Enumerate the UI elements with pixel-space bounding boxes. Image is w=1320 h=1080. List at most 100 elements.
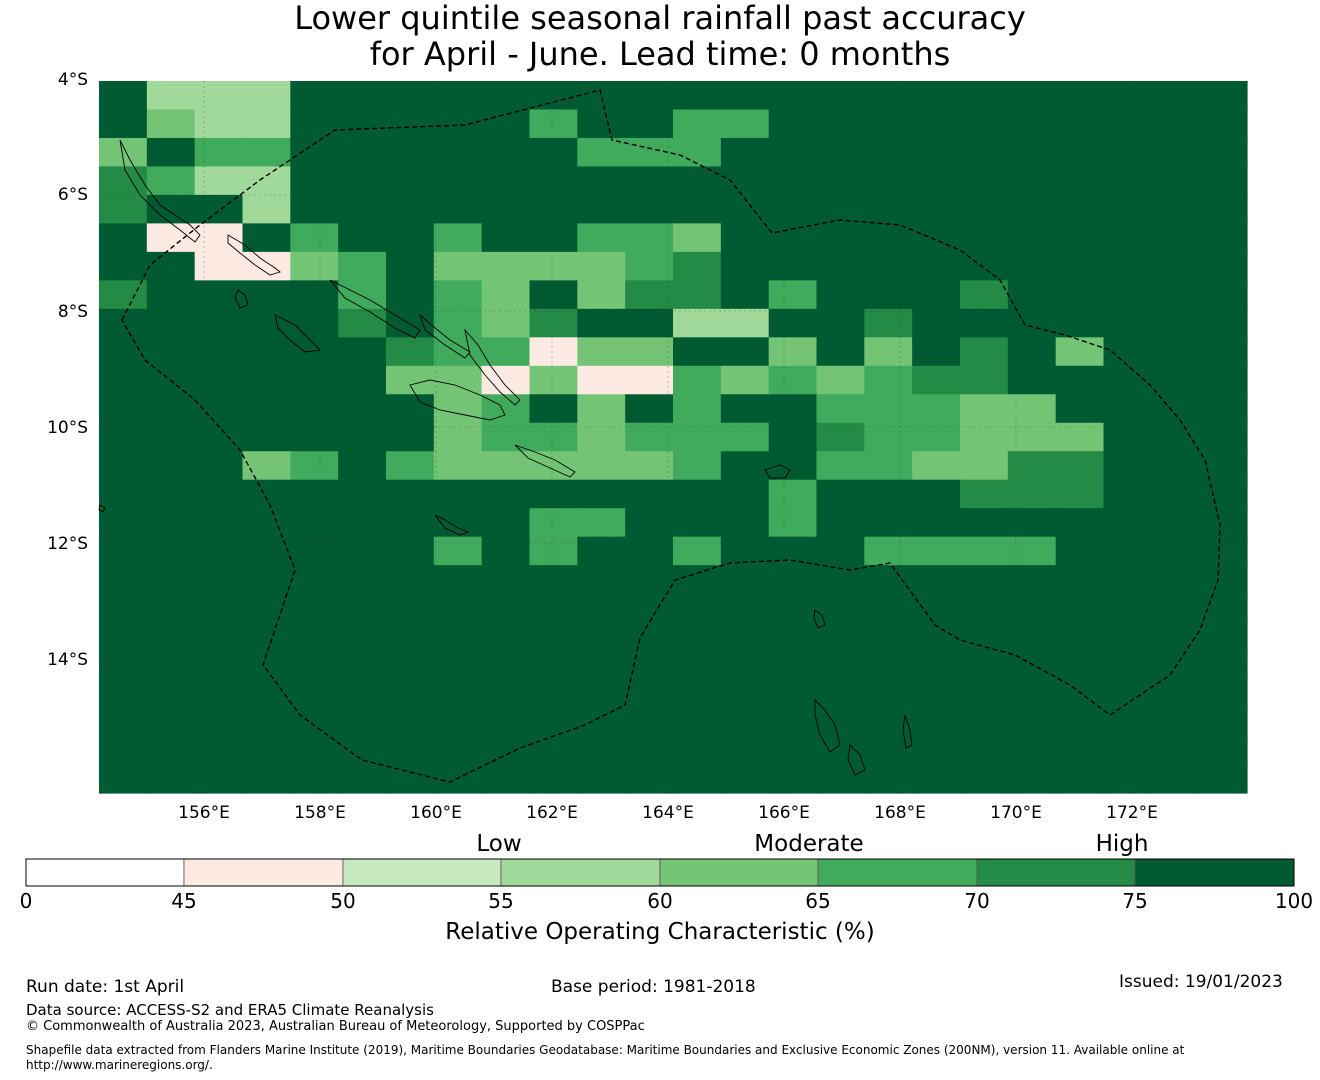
grid-cell xyxy=(1199,394,1248,424)
grid-cell xyxy=(1199,365,1248,395)
grid-cell xyxy=(290,736,339,766)
grid-cell xyxy=(864,81,913,111)
grid-cell xyxy=(1055,679,1105,709)
small-island-1 xyxy=(434,514,470,536)
colorbar-tick-60: 60 xyxy=(647,889,673,913)
grid-cell xyxy=(433,764,483,794)
grid-cell xyxy=(1151,223,1200,253)
grid-cell xyxy=(433,81,483,111)
colorbar-category-moderate: Moderate xyxy=(754,831,864,857)
grid-cell xyxy=(338,593,387,623)
colorbar-tick-100: 100 xyxy=(1274,889,1314,913)
grid-cell xyxy=(1103,565,1152,595)
grid-cell xyxy=(433,194,483,224)
grid-cell xyxy=(864,166,913,196)
grid-cell xyxy=(960,422,1009,452)
grid-cell xyxy=(529,451,578,481)
grid-cell xyxy=(1151,137,1200,168)
grid-cell xyxy=(816,565,865,595)
grid-cell xyxy=(577,679,626,709)
grid-cell xyxy=(720,565,770,595)
grid-cell xyxy=(1151,308,1200,338)
grid-cell xyxy=(99,736,148,766)
grid-cell xyxy=(768,593,818,623)
coastlines xyxy=(98,139,913,776)
grid-cell xyxy=(864,337,913,367)
grid-cell xyxy=(1103,280,1152,310)
grid-cell xyxy=(816,422,865,452)
grid-cell xyxy=(99,764,148,794)
grid-cell xyxy=(577,365,626,395)
grid-cell xyxy=(864,308,913,338)
grid-cell xyxy=(912,194,961,224)
grid-cell xyxy=(194,707,244,737)
rainfall-accuracy-grid xyxy=(99,81,1248,794)
grid-cell xyxy=(529,251,578,281)
grid-cell xyxy=(1103,81,1152,111)
grid-cell xyxy=(386,508,435,538)
lat-label-10s: 10°S xyxy=(47,418,88,438)
guadalcanal-coast xyxy=(409,379,506,421)
grid-cell xyxy=(673,394,722,424)
grid-cell xyxy=(768,280,818,310)
grid-cell xyxy=(1199,764,1248,794)
grid-cell xyxy=(290,308,339,338)
grid-cell xyxy=(481,736,531,766)
colorbar-bin xyxy=(659,858,819,887)
grid-cell xyxy=(194,479,244,509)
grid-cell xyxy=(386,251,435,281)
grid-cell xyxy=(768,365,818,395)
grid-cell xyxy=(1199,81,1248,111)
lon-label-172e: 172°E xyxy=(1106,803,1158,823)
grid-cell xyxy=(912,223,961,253)
grid-cell xyxy=(960,394,1009,424)
grid-cell xyxy=(577,736,626,766)
grid-cell xyxy=(816,81,865,111)
grid-cell xyxy=(720,679,770,709)
grid-cell xyxy=(386,137,435,168)
grid-cell xyxy=(720,422,770,452)
grid-cell xyxy=(912,764,961,794)
grid-cell xyxy=(242,194,291,224)
grid-cell xyxy=(1199,736,1248,766)
grid-cell xyxy=(1007,736,1057,766)
grid-cell xyxy=(338,109,387,139)
grid-cell xyxy=(1055,736,1105,766)
grid-cell xyxy=(577,251,626,281)
grid-cell xyxy=(146,479,196,509)
grid-cell xyxy=(242,479,291,509)
grid-cell xyxy=(1199,251,1248,281)
grid-cell xyxy=(1199,194,1248,224)
grid-cell xyxy=(577,764,626,794)
grid-cell xyxy=(481,394,531,424)
grid-cell xyxy=(1103,422,1152,452)
grid-cell xyxy=(146,137,196,168)
grid-cell xyxy=(1199,679,1248,709)
grid-cell xyxy=(99,109,148,139)
grid-cell xyxy=(625,565,674,595)
grid-cell xyxy=(433,536,483,566)
grid-cell xyxy=(960,479,1009,509)
grid-cell xyxy=(433,451,483,481)
grid-cell xyxy=(99,451,148,481)
grid-cell xyxy=(673,622,722,652)
grid-cell xyxy=(816,764,865,794)
grid-cell xyxy=(146,109,196,139)
grid-cell xyxy=(960,451,1009,481)
malekula-coast xyxy=(847,744,866,776)
grid-cell xyxy=(338,308,387,338)
small-island-3 xyxy=(98,504,106,513)
grid-cell xyxy=(338,194,387,224)
grid-cell xyxy=(960,81,1009,111)
grid-cell xyxy=(768,223,818,253)
grid-cell xyxy=(625,622,674,652)
grid-cell xyxy=(338,223,387,253)
grid-cell xyxy=(1055,422,1105,452)
grid-cell xyxy=(433,565,483,595)
espiritu-santo-coast xyxy=(814,698,841,753)
grid-cell xyxy=(625,251,674,281)
grid-cell xyxy=(1151,166,1200,196)
grid-cell xyxy=(1199,109,1248,139)
grid-cell xyxy=(768,736,818,766)
